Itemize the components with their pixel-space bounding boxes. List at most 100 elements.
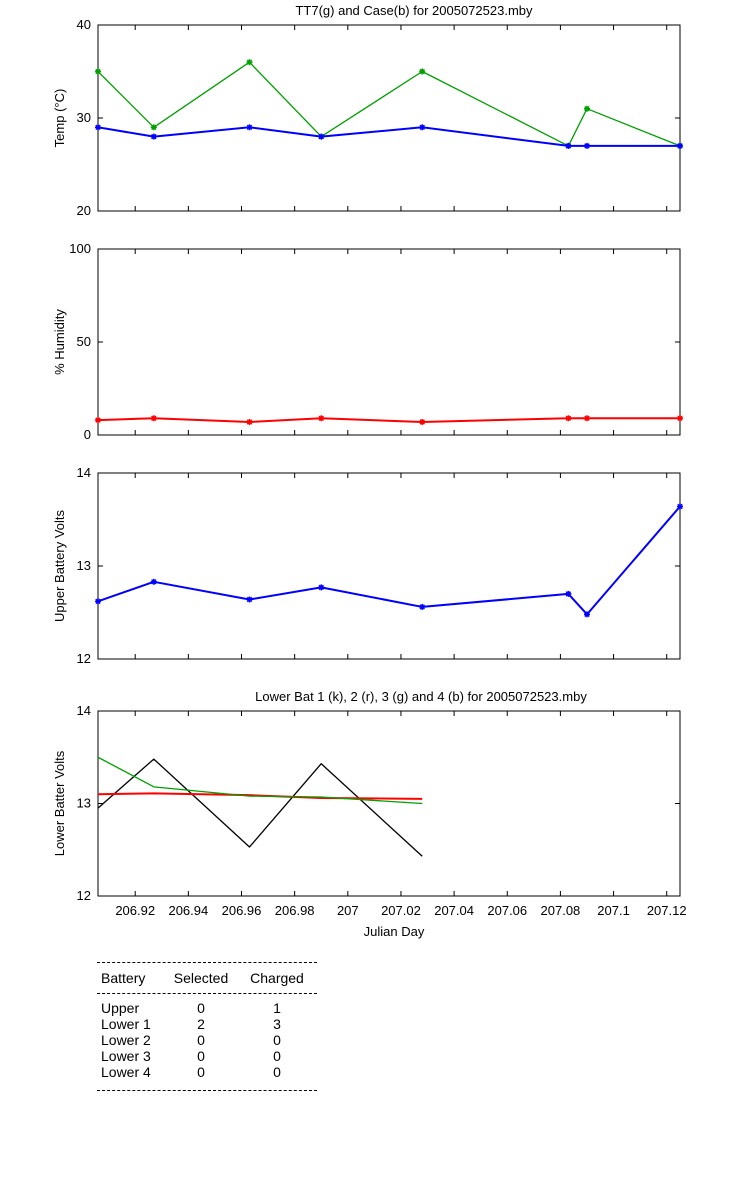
data-point <box>677 415 683 422</box>
series-line-1 <box>97 505 681 616</box>
marker-stroke <box>151 133 157 140</box>
table-header-row: Battery Selected Charged <box>97 963 317 993</box>
table-row: Upper 0 1 <box>97 1000 317 1016</box>
marker-stroke <box>246 59 253 65</box>
x-tick-label: 207.08 <box>541 903 581 918</box>
chart-panel-4: 12 13 14 206.92 206.94 206.96 206.98 207 207.02 2… <box>52 689 687 939</box>
table-row: Lower 2 0 0 <box>97 1032 317 1048</box>
y-tick-label: 14 <box>77 465 91 480</box>
row-battery-name: Lower 3 <box>101 1048 151 1064</box>
plot-frame <box>97 24 681 212</box>
marker-stroke <box>246 124 253 131</box>
y-tick-label: 30 <box>77 110 91 125</box>
marker-stroke <box>318 133 324 140</box>
data-point <box>583 105 590 112</box>
data-point <box>150 578 157 585</box>
y-tick-label: 40 <box>77 17 91 32</box>
marker-stroke <box>584 415 590 421</box>
y-tick-label: 12 <box>77 888 91 903</box>
data-point <box>150 124 157 131</box>
header-selected: Selected <box>173 970 229 986</box>
row-selected-value: 0 <box>197 1064 205 1080</box>
y-tick-label: 12 <box>77 651 91 666</box>
chart-panel-2: 0 50 100 % Humidity <box>52 241 683 442</box>
marker-stroke <box>151 415 157 421</box>
plot-frame <box>97 710 681 897</box>
y-axis-label: Temp (°C) <box>52 89 67 148</box>
plot-frame <box>97 472 681 660</box>
table-divider-mid <box>97 993 317 994</box>
marker-stroke <box>677 143 683 149</box>
x-tick-label: 207.04 <box>434 903 474 918</box>
row-selected-value: 2 <box>197 1016 205 1032</box>
y-axis-label: Lower Batter Volts <box>52 750 67 856</box>
series-line-2 <box>97 792 423 800</box>
marker-stroke <box>95 598 101 605</box>
marker-stroke <box>419 124 425 131</box>
x-tick-label: 207.1 <box>597 903 630 918</box>
row-charged-value: 3 <box>273 1016 281 1032</box>
row-battery-name: Upper <box>101 1000 140 1016</box>
data-point <box>246 124 253 131</box>
x-tick-label: 207.06 <box>487 903 527 918</box>
row-charged-value: 0 <box>273 1064 281 1080</box>
data-point <box>583 142 590 149</box>
table-row: Lower 4 0 0 <box>97 1064 317 1080</box>
data-point <box>318 584 325 591</box>
marker-stroke <box>584 143 590 149</box>
data-point <box>150 415 157 422</box>
y-tick-label: 100 <box>69 241 91 256</box>
x-tick-label: 206.94 <box>168 903 208 918</box>
marker-stroke <box>419 604 425 610</box>
marker-stroke <box>151 579 157 585</box>
data-point <box>583 611 590 618</box>
data-point <box>677 142 683 149</box>
data-point <box>565 415 572 422</box>
chart-panel-1: 20 30 40 TT7(g) and Case(b) for 2005072523.… <box>52 3 683 218</box>
battery-table: Battery Selected Charged Upper 0 1 Lower… <box>97 962 317 1091</box>
row-selected-value: 0 <box>197 1032 205 1048</box>
chart-panel-3: 12 13 14 Upper Battery Volts <box>52 465 683 666</box>
marker-stroke <box>677 415 683 421</box>
chart-title: TT7(g) and Case(b) for 2005072523.mby <box>295 3 533 18</box>
data-point <box>419 68 426 75</box>
table-divider-top <box>97 962 317 963</box>
row-charged-value: 0 <box>273 1048 281 1064</box>
data-point <box>246 596 253 603</box>
data-point <box>677 503 683 510</box>
marker-stroke <box>565 415 572 421</box>
data-point <box>246 418 253 425</box>
marker-stroke <box>565 591 572 597</box>
x-tick-label: 206.98 <box>275 903 315 918</box>
y-axis-label: % Humidity <box>52 309 67 375</box>
data-point <box>95 124 101 131</box>
data-point <box>583 415 590 422</box>
row-selected-value: 0 <box>197 1000 205 1016</box>
row-charged-value: 1 <box>273 1000 281 1016</box>
marker-stroke <box>95 68 101 75</box>
x-tick-label: 207 <box>337 903 359 918</box>
marker-stroke <box>95 417 101 423</box>
data-point <box>419 418 426 425</box>
header-battery: Battery <box>101 970 146 986</box>
data-point <box>318 415 325 422</box>
marker-stroke <box>584 105 590 112</box>
data-point <box>95 598 101 605</box>
marker-stroke <box>677 503 683 510</box>
data-point <box>565 590 572 597</box>
series-line-case <box>97 126 680 147</box>
charts-area: 20 30 40 TT7(g) and Case(b) for 2005072523.… <box>52 3 687 939</box>
marker-stroke <box>95 124 101 131</box>
y-tick-label: 14 <box>77 703 91 718</box>
chart-title: Lower Bat 1 (k), 2 (r), 3 (g) and 4 (b) … <box>255 689 587 704</box>
series-line-tt7 <box>97 61 681 147</box>
marker-stroke <box>565 143 572 149</box>
data-point <box>419 603 426 610</box>
y-tick-label: 13 <box>77 558 91 573</box>
plot-frame <box>97 248 681 436</box>
marker-stroke <box>318 584 324 591</box>
x-tick-label: 206.96 <box>222 903 262 918</box>
x-tick-label: 206.92 <box>115 903 155 918</box>
table-divider-bottom <box>97 1090 317 1091</box>
row-charged-value: 0 <box>273 1032 281 1048</box>
